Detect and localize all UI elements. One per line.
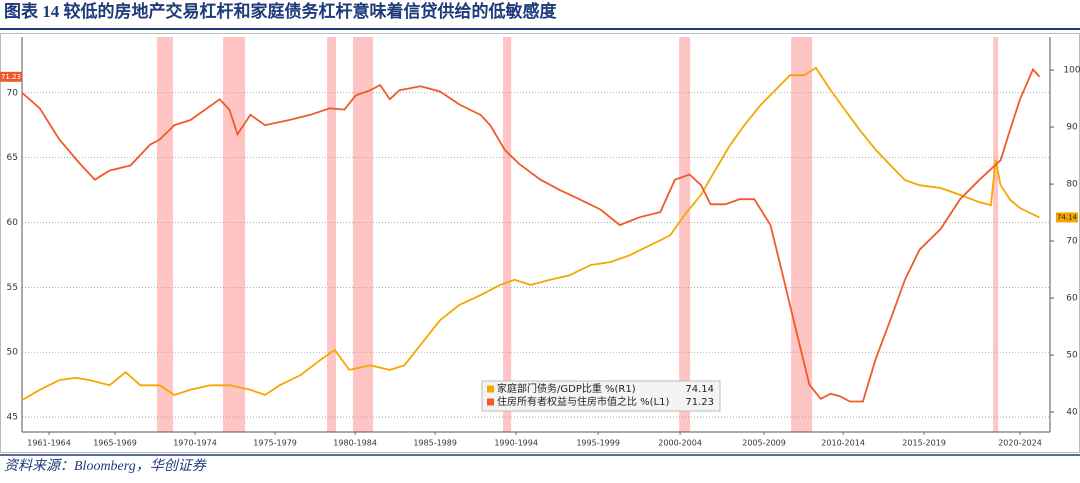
x-tick-label: 2015-2019 <box>902 439 946 448</box>
x-tick-label: 1985-1989 <box>413 439 457 448</box>
legend-swatch <box>487 385 494 393</box>
y-tick-label: 55 <box>7 283 18 293</box>
series-line <box>21 67 1041 403</box>
x-tick-label: 1995-1999 <box>576 439 620 448</box>
recession-band <box>679 37 691 432</box>
y-tick-label: 70 <box>7 88 19 98</box>
legend-value: 74.14 <box>685 384 714 395</box>
legend: 家庭部门债务/GDP比重 %(R1) 74.14 住房所有者权益与住房市值之比 %(… <box>481 380 721 412</box>
recession-band <box>327 37 336 432</box>
legend-label: 住房所有者权益与住房市值之比 %(L1) <box>497 395 670 408</box>
x-tick-label: 1975-1979 <box>253 439 297 448</box>
x-tick-label: 1965-1969 <box>93 439 137 448</box>
legend-swatch <box>487 398 494 406</box>
end-flag-label: 74.14 <box>1057 213 1078 221</box>
y-tick-label: 60 <box>7 218 19 228</box>
x-tick-label: 1961-1964 <box>27 439 71 448</box>
y2-tick-label: 100 <box>1063 66 1080 76</box>
chart-title: 图表 14 较低的房地产交易杠杆和家庭债务杠杆意味着信贷供给的低敏感度 <box>4 1 557 21</box>
y2-tick-label: 40 <box>1066 408 1078 418</box>
series-line <box>21 66 1040 401</box>
y-tick-label: 45 <box>7 413 18 423</box>
recession-band <box>353 37 374 432</box>
recession-band <box>156 37 174 432</box>
legend-label: 家庭部门债务/GDP比重 %(R1) <box>497 382 636 395</box>
x-tick-label: 1970-1974 <box>173 439 217 448</box>
y2-tick-label: 90 <box>1066 123 1078 133</box>
end-flag <box>1056 212 1078 223</box>
recession-band <box>503 37 512 432</box>
source: 资料来源：Bloomberg，华创证券 <box>4 458 207 474</box>
y2-tick-label: 60 <box>1066 294 1078 304</box>
x-tick-label: 2000-2004 <box>658 439 702 448</box>
y-tick-label: 65 <box>7 153 18 163</box>
x-tick-label: 1980-1984 <box>333 439 377 448</box>
plot-area: 45 50 55 60 65 70 40 50 60 70 80 90 100 1961-1964 1965… <box>0 37 1080 448</box>
y2-tick-label: 50 <box>1066 351 1078 361</box>
end-flag-label: 71.23 <box>1 73 21 81</box>
x-tick-label: 2020-2024 <box>998 439 1042 448</box>
recession-band <box>223 37 246 432</box>
y2-tick-label: 80 <box>1066 180 1078 190</box>
x-tick-label: 1990-1994 <box>494 439 538 448</box>
x-tick-label: 2005-2009 <box>742 439 786 448</box>
x-tick-label: 2010-2014 <box>821 439 865 448</box>
legend-box <box>481 380 721 412</box>
legend-value: 71.23 <box>685 397 714 408</box>
recession-band <box>791 37 813 432</box>
y-tick-label: 50 <box>7 348 19 358</box>
recession-band <box>993 37 999 432</box>
end-flag <box>0 71 22 82</box>
y2-tick-label: 70 <box>1066 237 1078 247</box>
